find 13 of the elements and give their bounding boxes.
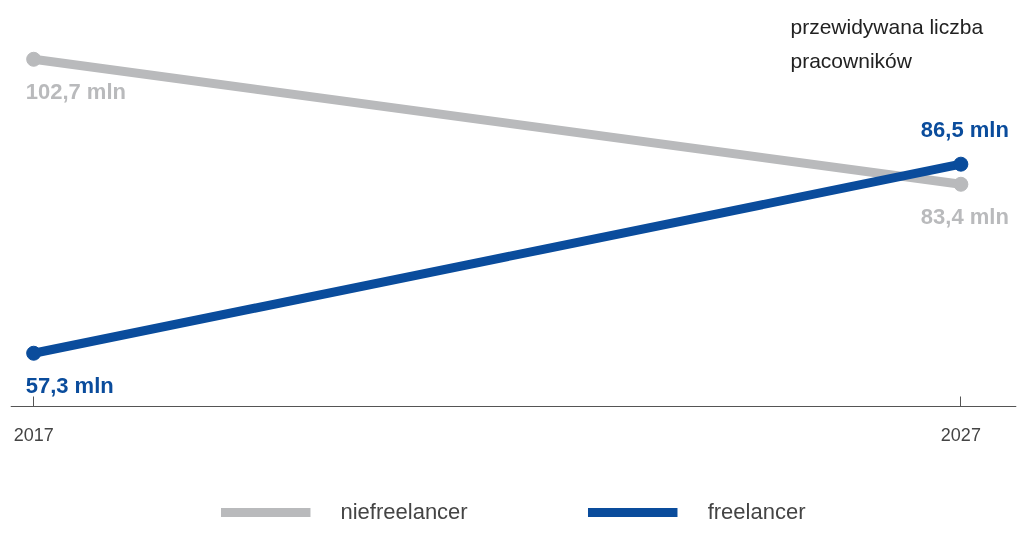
legend-label: niefreelancer [340, 499, 468, 525]
data-label: 83,4 mln [920, 204, 1009, 230]
data-label: 57,3 mln [25, 373, 114, 399]
point [26, 51, 42, 67]
data-label: 86,5 mln [920, 117, 1009, 143]
point [26, 345, 42, 361]
data-label: 102,7 mln [25, 79, 126, 105]
point [953, 176, 969, 192]
x-tick-label: 2017 [13, 425, 54, 446]
legend-label: freelancer [707, 499, 806, 525]
annotation: przewidywana liczba pracowników [790, 14, 984, 72]
x-tick-label: 2027 [940, 425, 981, 446]
point [953, 156, 969, 172]
